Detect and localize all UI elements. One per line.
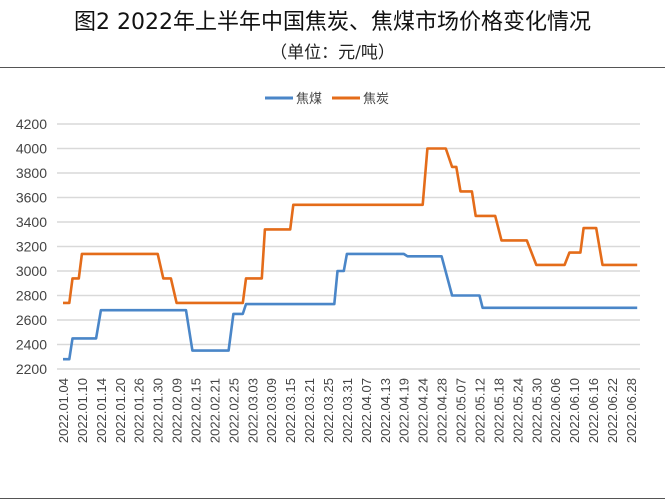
x-tick-label: 2022.03.09 [264, 378, 279, 443]
chart-title: 图2 2022年上半年中国焦炭、焦煤市场价格变化情况 [74, 10, 591, 35]
x-tick-label: 2022.04.13 [378, 378, 393, 443]
y-tick-label: 4000 [16, 141, 47, 157]
x-tick-label: 2022.05.07 [454, 378, 469, 443]
y-axis-ticks: 2200 2400 2600 2800 3000 3200 3400 3600 3800 4000… [16, 116, 47, 377]
bottom-divider [0, 498, 665, 499]
x-tick-label: 2022.04.28 [435, 378, 450, 443]
x-tick-label: 2022.03.21 [302, 378, 317, 443]
x-tick-label: 2022.04.19 [397, 378, 412, 443]
x-tick-label: 2022.02.25 [226, 378, 241, 443]
x-tick-label: 2022.02.15 [189, 378, 204, 443]
top-divider [0, 67, 665, 68]
x-tick-label: 2022.02.09 [170, 378, 185, 443]
y-tick-label: 3600 [16, 190, 47, 206]
x-tick-label: 2022.03.15 [283, 378, 298, 443]
x-tick-label: 2022.06.22 [605, 378, 620, 443]
x-tick-label: 2022.06.06 [548, 378, 563, 443]
x-tick-label: 2022.03.25 [321, 378, 336, 443]
x-tick-label: 2022.04.07 [359, 378, 374, 443]
y-tick-label: 3000 [16, 263, 47, 279]
y-tick-label: 2400 [16, 337, 47, 353]
y-tick-label: 3800 [16, 165, 47, 181]
series-line-coking-coal [63, 252, 638, 361]
x-tick-label: 2022.01.30 [151, 378, 166, 443]
legend: 焦煤 焦炭 [265, 92, 389, 107]
x-tick-label: 2022.01.10 [75, 378, 90, 443]
x-tick-label: 2022.05.18 [491, 378, 506, 443]
x-tick-label: 2022.03.03 [245, 378, 260, 443]
y-tick-label: 2200 [16, 361, 47, 377]
x-tick-label: 2022.01.20 [113, 378, 128, 443]
x-tick-label: 2022.03.31 [340, 378, 355, 443]
y-tick-label: 2600 [16, 312, 47, 328]
grid-lines [57, 123, 640, 370]
series-lines [63, 147, 638, 361]
y-tick-label: 3200 [16, 239, 47, 255]
x-tick-label: 2022.06.16 [586, 378, 601, 443]
y-tick-label: 4200 [16, 116, 47, 132]
x-tick-label: 2022.05.12 [472, 378, 487, 443]
y-tick-label: 2800 [16, 288, 47, 304]
y-tick-label: 3400 [16, 214, 47, 230]
x-tick-label: 2022.01.26 [132, 378, 147, 443]
series-line-coke [63, 147, 638, 305]
chart-subtitle: （单位：元/吨） [270, 43, 395, 63]
x-tick-label: 2022.01.04 [56, 378, 71, 443]
x-tick-label: 2022.05.24 [510, 378, 525, 443]
legend-label: 焦煤 [296, 92, 322, 107]
x-tick-label: 2022.02.21 [207, 378, 222, 443]
legend-label: 焦炭 [363, 92, 389, 107]
x-tick-label: 2022.06.28 [624, 378, 639, 443]
x-tick-label: 2022.05.30 [529, 378, 544, 443]
x-tick-label: 2022.04.24 [416, 378, 431, 443]
x-axis-ticks: 2022.01.04 2022.01.10 2022.01.14 2022.01.20… [56, 378, 639, 443]
x-tick-label: 2022.06.10 [567, 378, 582, 443]
x-tick-label: 2022.01.14 [94, 378, 109, 443]
